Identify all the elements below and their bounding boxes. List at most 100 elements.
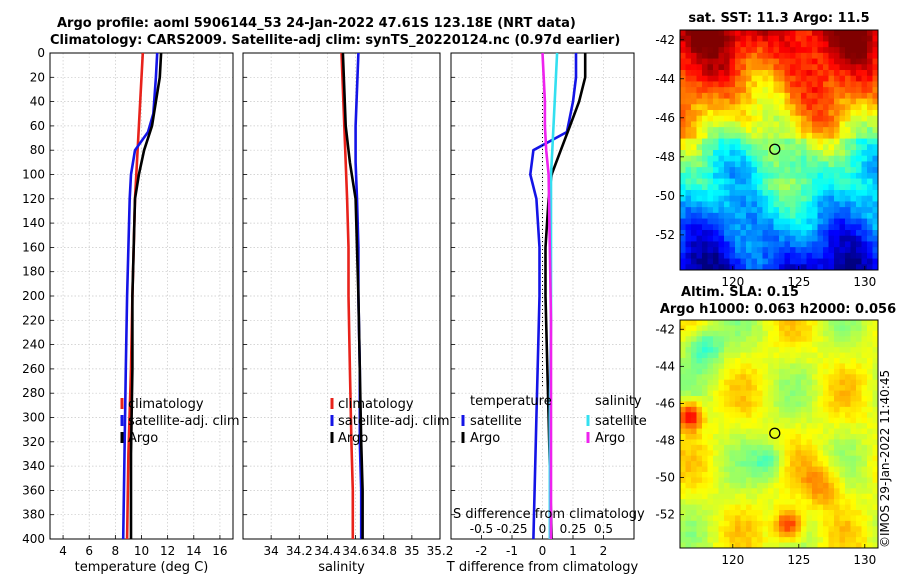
- map-cell: [735, 150, 742, 157]
- map-cell: [702, 537, 709, 544]
- map-cell: [872, 172, 878, 180]
- map-cell: [861, 368, 868, 375]
- map-cell: [834, 172, 841, 180]
- map-cell: [834, 504, 841, 511]
- map-cell: [795, 423, 802, 430]
- map-cell: [845, 537, 852, 544]
- map-cell: [856, 330, 863, 337]
- map-cell: [806, 212, 813, 220]
- map-cell: [691, 461, 698, 468]
- map-cell: [746, 336, 753, 343]
- map-cell: [817, 70, 824, 77]
- map-cell: [801, 325, 808, 332]
- map-cell: [762, 531, 769, 538]
- map-cell: [784, 439, 791, 446]
- map-cell: [828, 320, 835, 327]
- map-cell: [856, 121, 863, 128]
- map-cell: [867, 482, 874, 489]
- map-cell: [740, 499, 747, 506]
- map-cell: [680, 155, 687, 163]
- map-cell: [823, 412, 830, 419]
- map-cell: [768, 450, 775, 457]
- map-cell: [768, 132, 775, 140]
- map-cell: [702, 241, 709, 248]
- map-cell: [817, 320, 824, 327]
- x-tick-label: 34.8: [370, 544, 397, 558]
- map-cell: [746, 515, 753, 522]
- map-cell: [806, 537, 813, 544]
- map-cell: [823, 363, 830, 370]
- map-cell: [696, 341, 703, 348]
- map-cell: [828, 482, 835, 489]
- map-cell: [713, 325, 720, 332]
- map-cell: [784, 121, 791, 128]
- map-cell: [823, 434, 830, 441]
- y-tick-label: 120: [22, 192, 45, 206]
- map-cell: [812, 412, 819, 419]
- map-cell: [867, 241, 874, 248]
- map-cell: [795, 230, 802, 237]
- map-cell: [801, 368, 808, 375]
- map-cell: [696, 504, 703, 511]
- map-cell: [839, 401, 846, 408]
- map-cell: [762, 201, 769, 208]
- map-cell: [834, 150, 841, 157]
- map-cell: [801, 434, 808, 441]
- x-tick-label: 10: [134, 544, 149, 558]
- map-cell: [740, 47, 747, 54]
- map-cell: [751, 368, 758, 375]
- map-cell: [795, 64, 802, 71]
- map-cell: [856, 224, 863, 231]
- map-cell: [784, 258, 791, 265]
- map-cell: [834, 264, 841, 270]
- map-cell: [872, 439, 878, 446]
- map-cell: [806, 526, 813, 533]
- map-cell: [861, 218, 868, 225]
- map-cell: [768, 104, 775, 111]
- map-cell: [740, 41, 747, 48]
- map-cell: [713, 482, 720, 489]
- map-cell: [845, 235, 852, 243]
- map-cell: [740, 104, 747, 111]
- map-cell: [795, 472, 802, 479]
- map-cell: [784, 455, 791, 462]
- map-cell: [768, 510, 775, 517]
- map-cell: [713, 207, 720, 214]
- map-cell: [845, 488, 852, 495]
- map-cell: [861, 434, 868, 441]
- map-cell: [757, 41, 764, 48]
- map-cell: [790, 526, 797, 533]
- map-cell: [861, 64, 868, 71]
- map-cell: [801, 235, 808, 243]
- map-cell: [828, 379, 835, 386]
- map-cell: [861, 167, 868, 174]
- map-cell: [806, 70, 813, 77]
- map-cell: [691, 52, 698, 60]
- map-cell: [823, 235, 830, 243]
- map-cell: [762, 542, 769, 548]
- map-cell: [861, 224, 868, 231]
- map-cell: [768, 58, 775, 65]
- map-cell: [850, 434, 857, 441]
- map-cell: [784, 110, 791, 117]
- map-cell: [702, 542, 709, 548]
- map-cell: [751, 41, 758, 48]
- map-cell: [746, 434, 753, 441]
- map-cell: [691, 230, 698, 237]
- map-cell: [839, 531, 846, 538]
- map-cell: [812, 52, 819, 60]
- map-cell: [773, 482, 780, 489]
- map-cell: [861, 81, 868, 88]
- map-cell: [729, 379, 736, 386]
- map-cell: [751, 207, 758, 214]
- map-cell: [867, 81, 874, 88]
- s-tick-label: -0.5: [470, 522, 493, 536]
- map-cell: [801, 241, 808, 248]
- map-cell: [850, 47, 857, 54]
- series-group: [528, 52, 587, 540]
- map-cell: [828, 493, 835, 500]
- map-cell: [751, 81, 758, 88]
- map-cell: [768, 396, 775, 403]
- map-cell: [685, 52, 692, 60]
- map-cell: [740, 161, 747, 168]
